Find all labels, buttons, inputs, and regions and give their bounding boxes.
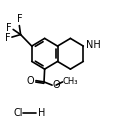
Text: F: F (6, 23, 12, 33)
Text: H: H (38, 108, 45, 118)
Text: Cl: Cl (13, 108, 23, 118)
Text: F: F (16, 14, 22, 24)
Text: O: O (27, 76, 34, 86)
Text: NH: NH (86, 40, 101, 50)
Text: F: F (5, 33, 11, 43)
Text: CH₃: CH₃ (63, 77, 78, 86)
Text: O: O (53, 80, 60, 90)
